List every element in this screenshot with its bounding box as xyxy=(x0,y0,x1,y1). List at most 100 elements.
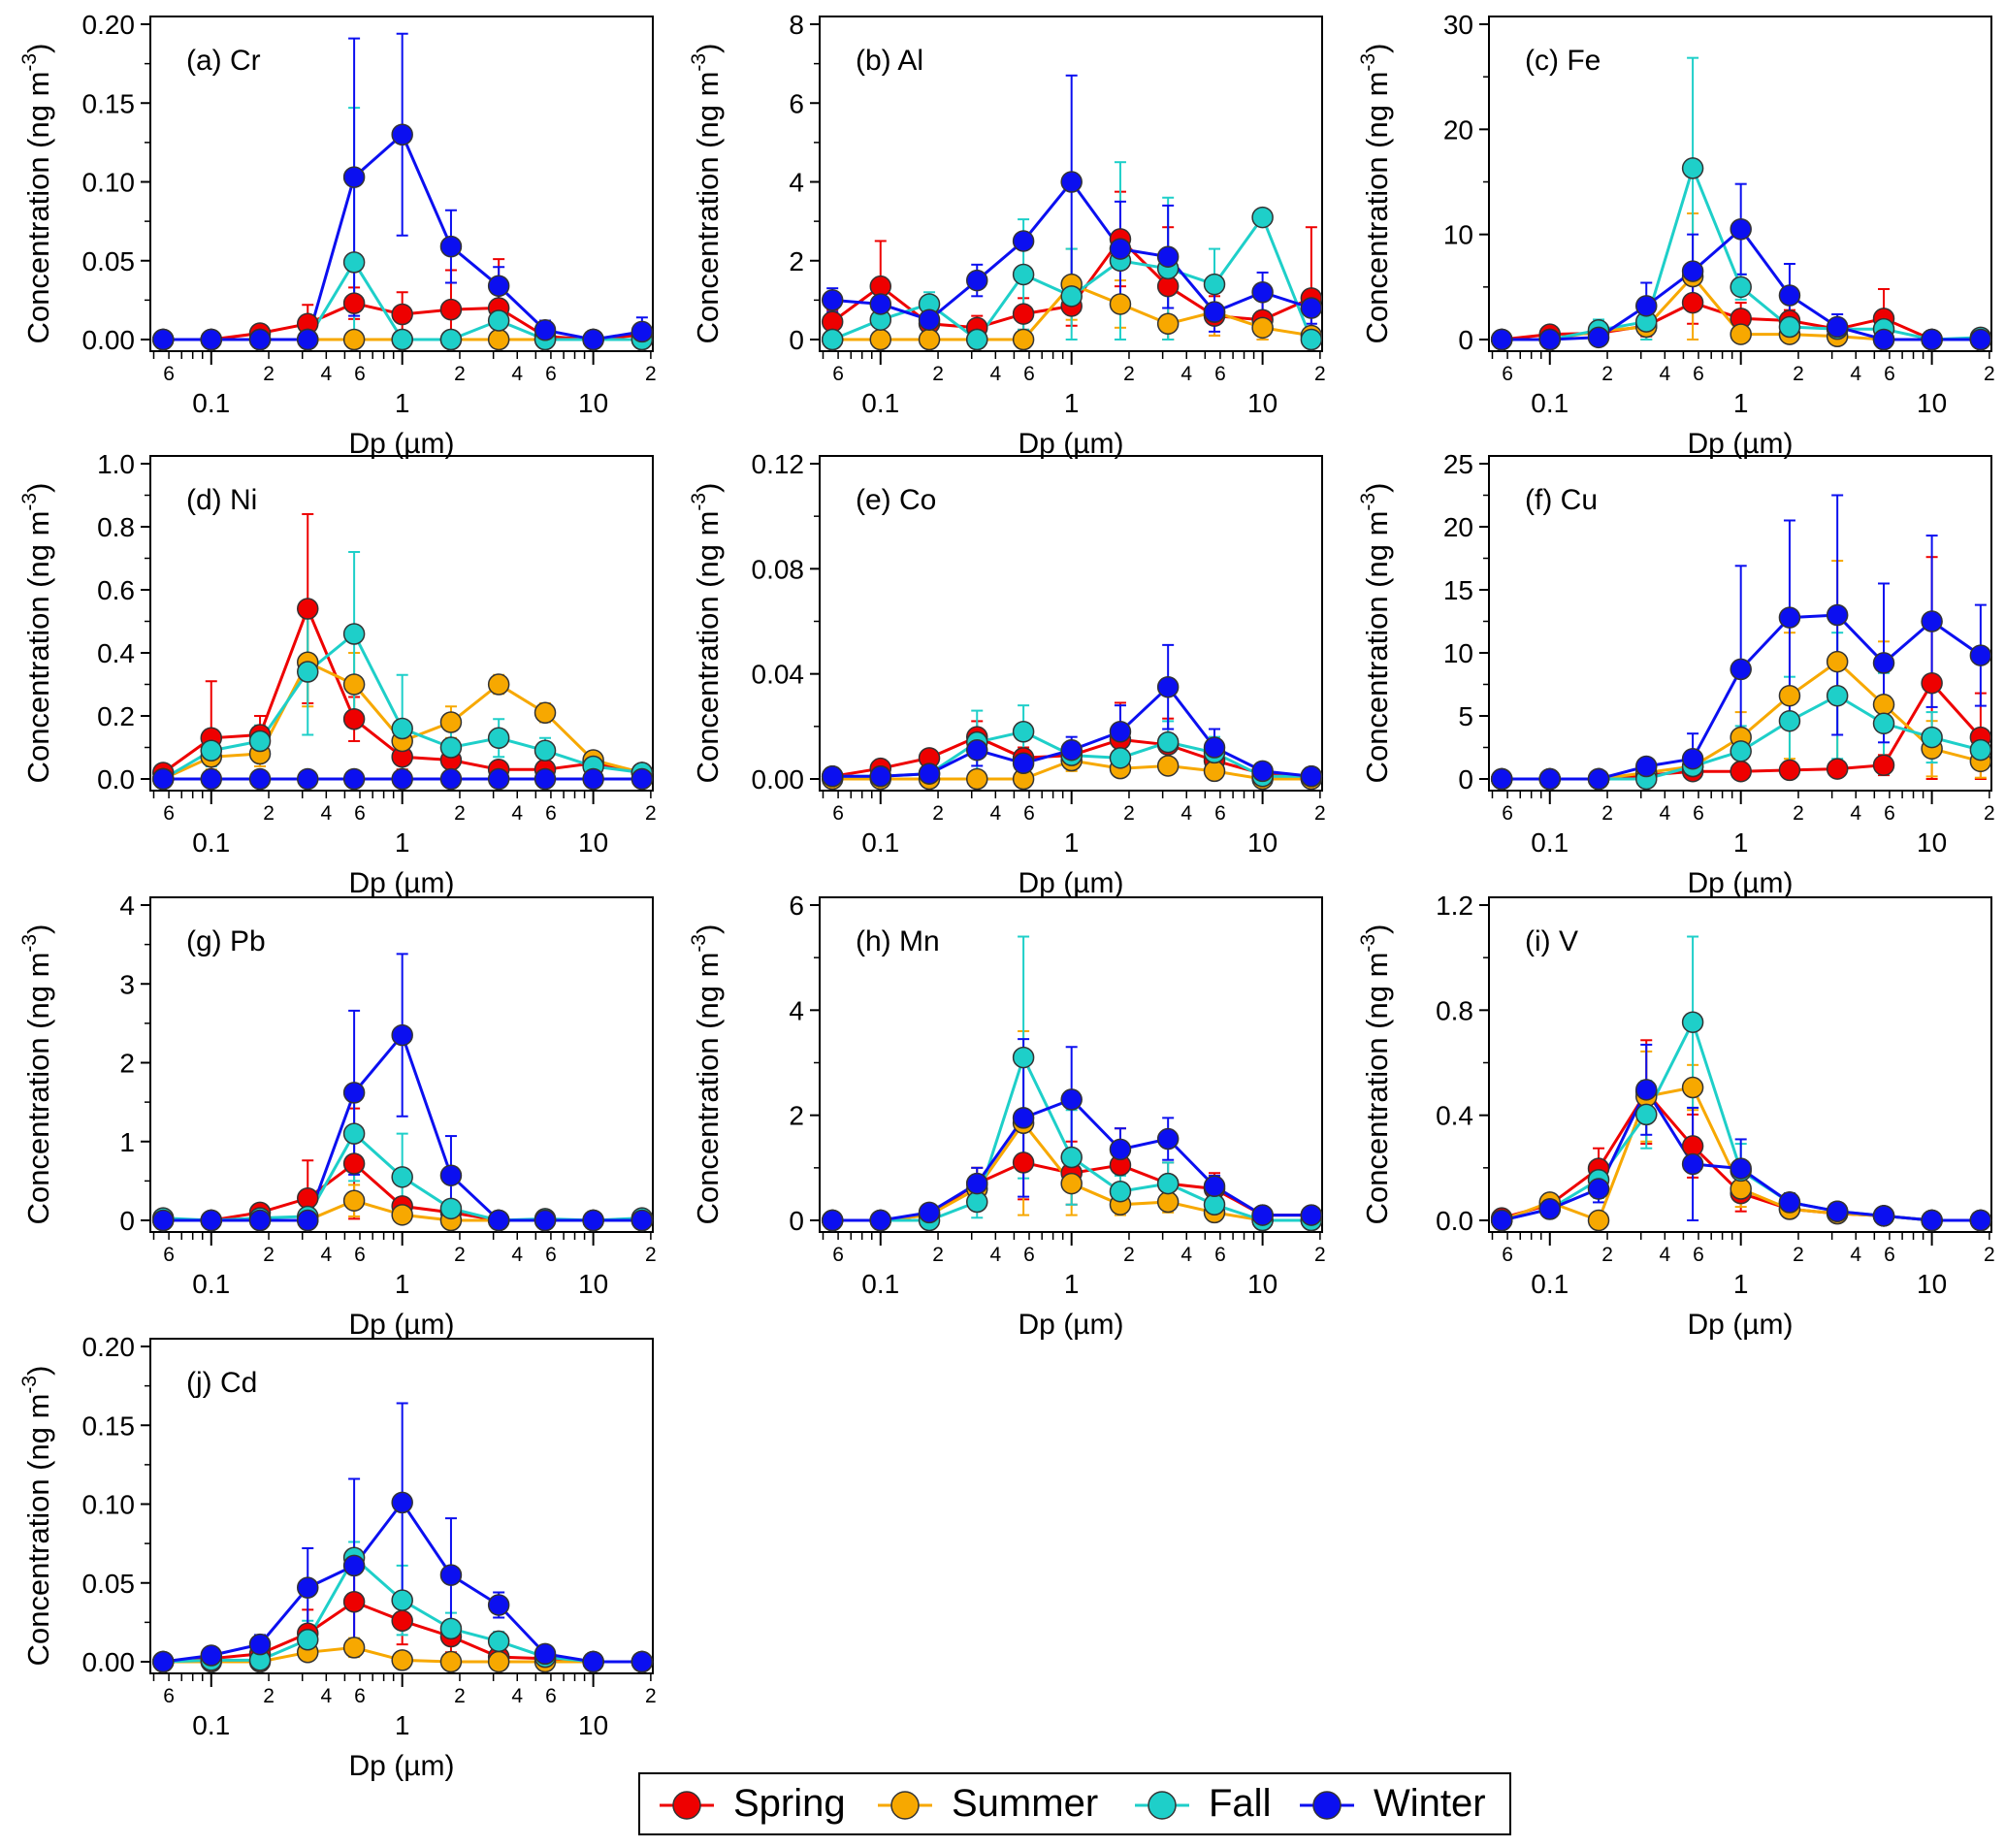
data-point-fall xyxy=(391,717,413,740)
data-point-winter xyxy=(1587,767,1610,791)
data-point-winter xyxy=(965,269,988,292)
data-point-fall xyxy=(1203,273,1226,296)
x-minor-label: 4 xyxy=(1850,1244,1861,1266)
data-point-winter xyxy=(1778,284,1801,307)
data-point-fall xyxy=(1251,206,1274,229)
panel-8: 0.0 0.4 0.8 1.2 Concentration (ng m-3) 0.1 1 10… xyxy=(1357,891,1995,1341)
y-tick-label: 0.00 xyxy=(82,1647,136,1677)
data-point-fall xyxy=(439,1197,463,1220)
data-point-winter xyxy=(1203,301,1226,323)
x-minor-label: 6 xyxy=(1693,363,1704,385)
y-tick-label: 0.00 xyxy=(752,764,805,794)
x-minor-label: 2 xyxy=(1601,1244,1613,1266)
x-minor-label: 2 xyxy=(1793,802,1804,825)
data-point-summer xyxy=(487,1650,510,1673)
data-point-summer xyxy=(1872,694,1895,716)
data-point-fall xyxy=(1826,684,1849,707)
data-point-winter xyxy=(1730,1157,1752,1180)
x-major-label: 0.1 xyxy=(1531,1269,1568,1299)
data-point-winter xyxy=(1012,230,1035,252)
data-point-spring xyxy=(342,292,366,314)
data-point-summer xyxy=(342,1189,366,1212)
data-point-winter xyxy=(487,1209,510,1232)
x-minor-label: 2 xyxy=(454,1685,466,1707)
data-point-winter xyxy=(1587,326,1610,349)
data-point-summer xyxy=(1060,1172,1083,1195)
x-minor-label: 2 xyxy=(645,1685,657,1707)
x-major-label: 1 xyxy=(1064,388,1080,418)
data-point-fall xyxy=(1012,263,1035,286)
data-point-fall xyxy=(248,729,272,753)
data-point-summer xyxy=(391,1649,413,1671)
x-minor-label: 6 xyxy=(545,802,557,825)
data-point-winter xyxy=(1538,328,1562,351)
data-point-winter xyxy=(1109,721,1132,743)
x-minor-label: 2 xyxy=(1123,802,1135,825)
y-tick-label: 1.2 xyxy=(1436,891,1473,921)
data-point-winter xyxy=(534,319,557,341)
y-axis-label: Concentration (ng m-3) xyxy=(1357,483,1394,784)
y-tick-label: 0.20 xyxy=(82,10,136,40)
data-point-fall xyxy=(1681,1011,1704,1033)
series-group xyxy=(1490,494,1992,791)
data-point-winter xyxy=(1156,675,1180,698)
x-minor-label: 4 xyxy=(1180,802,1192,825)
x-minor-label: 6 xyxy=(354,363,366,385)
data-point-fall xyxy=(1921,726,1943,749)
data-point-fall xyxy=(1969,738,1992,762)
series-group xyxy=(1490,56,1992,351)
data-point-winter xyxy=(918,308,941,331)
data-point-winter xyxy=(1156,245,1180,268)
data-point-winter xyxy=(965,1172,988,1195)
x-minor-label: 6 xyxy=(1214,363,1226,385)
y-tick-label: 0.08 xyxy=(752,554,805,584)
data-point-winter xyxy=(342,767,366,791)
legend-label-spring: Spring xyxy=(733,1782,846,1825)
series-group xyxy=(821,935,1323,1232)
y-tick-label: 6 xyxy=(789,891,804,921)
data-point-winter xyxy=(1251,760,1274,783)
x-minor-label: 6 xyxy=(1502,1244,1513,1266)
data-point-winter xyxy=(1012,1107,1035,1129)
data-point-winter xyxy=(1681,747,1704,770)
data-point-winter xyxy=(248,1633,272,1656)
data-point-fall xyxy=(439,1617,463,1640)
y-axis-label: Concentration (ng m-3) xyxy=(688,483,725,784)
data-point-summer xyxy=(1203,760,1226,783)
x-minor-label: 2 xyxy=(1314,802,1326,825)
x-minor-label: 6 xyxy=(1884,1244,1895,1266)
data-point-fall xyxy=(296,661,319,683)
x-minor-label: 6 xyxy=(354,1244,366,1266)
x-major-label: 0.1 xyxy=(192,388,230,418)
data-point-winter xyxy=(1538,1198,1562,1220)
x-major-label: 10 xyxy=(578,827,608,858)
data-point-winter xyxy=(582,767,604,791)
y-tick-label: 0.05 xyxy=(82,1569,136,1599)
data-point-winter xyxy=(391,1023,413,1047)
panel-9: 0.00 0.05 0.10 0.15 0.20 Concentration (ng m-… xyxy=(18,1332,657,1782)
x-minor-label: 6 xyxy=(1214,802,1226,825)
data-point-summer xyxy=(1826,650,1849,673)
panel-title: (d) Ni xyxy=(186,484,257,516)
data-point-spring xyxy=(391,303,413,326)
data-point-spring xyxy=(1826,758,1849,780)
data-point-winter xyxy=(1012,752,1035,774)
data-point-spring xyxy=(1730,760,1752,783)
y-tick-label: 6 xyxy=(789,88,804,118)
x-minor-label: 2 xyxy=(454,802,466,825)
x-minor-label: 2 xyxy=(1601,363,1613,385)
data-point-winter xyxy=(534,1209,557,1232)
data-point-fall xyxy=(487,309,510,332)
data-point-fall xyxy=(1300,328,1323,351)
series-group xyxy=(821,643,1323,791)
x-minor-label: 4 xyxy=(320,1685,332,1707)
data-point-winter xyxy=(918,1201,941,1224)
y-tick-label: 0 xyxy=(789,1206,804,1236)
x-minor-label: 2 xyxy=(454,363,466,385)
data-point-summer xyxy=(918,328,941,351)
y-tick-label: 0.4 xyxy=(97,638,135,668)
y-tick-label: 20 xyxy=(1443,512,1473,542)
x-minor-label: 2 xyxy=(1314,363,1326,385)
data-point-winter xyxy=(1203,1175,1226,1198)
